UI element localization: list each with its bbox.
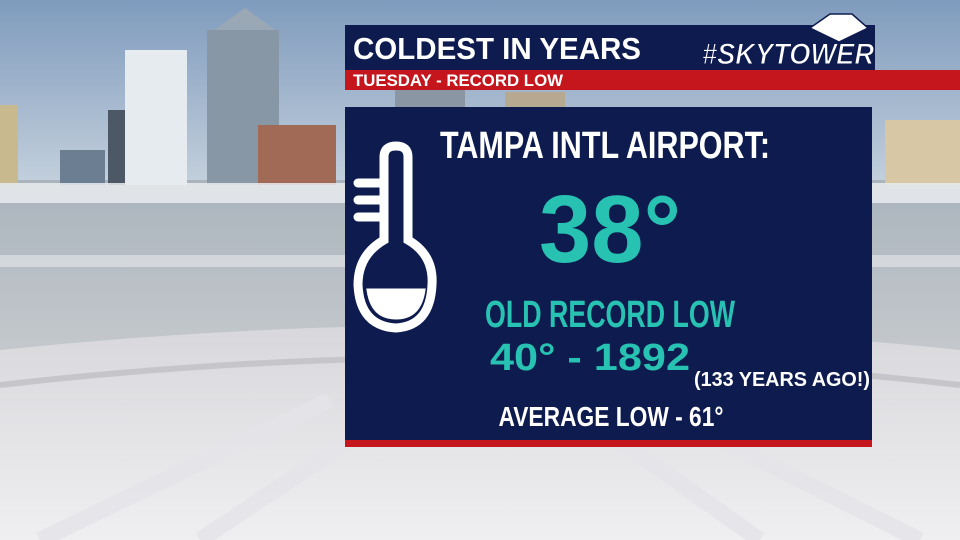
average-low: AVERAGE LOW - 61° [499,401,724,432]
header-title: COLDEST IN YEARS [353,31,641,66]
logo: #SKYTOWER [702,38,874,71]
panel-strip [345,440,872,447]
logo-icon [808,13,870,43]
header: COLDEST IN YEARS TUESDAY - RECORD LOW #S… [345,13,960,90]
record-heading: OLD RECORD LOW [485,294,735,336]
header-box [345,25,875,71]
thermometer-icon [353,141,437,333]
record: 40° - 1892 [490,337,690,379]
temperature: 38° [539,176,681,283]
record-note: (133 YEARS AGO!) [694,369,870,391]
header-subtitle: TUESDAY - RECORD LOW [353,71,564,90]
panel: TAMPA INTL AIRPORT: 38° OLD RECORD LOW 4… [345,107,872,447]
location: TAMPA INTL AIRPORT: [440,125,770,167]
header-strip [345,70,960,90]
